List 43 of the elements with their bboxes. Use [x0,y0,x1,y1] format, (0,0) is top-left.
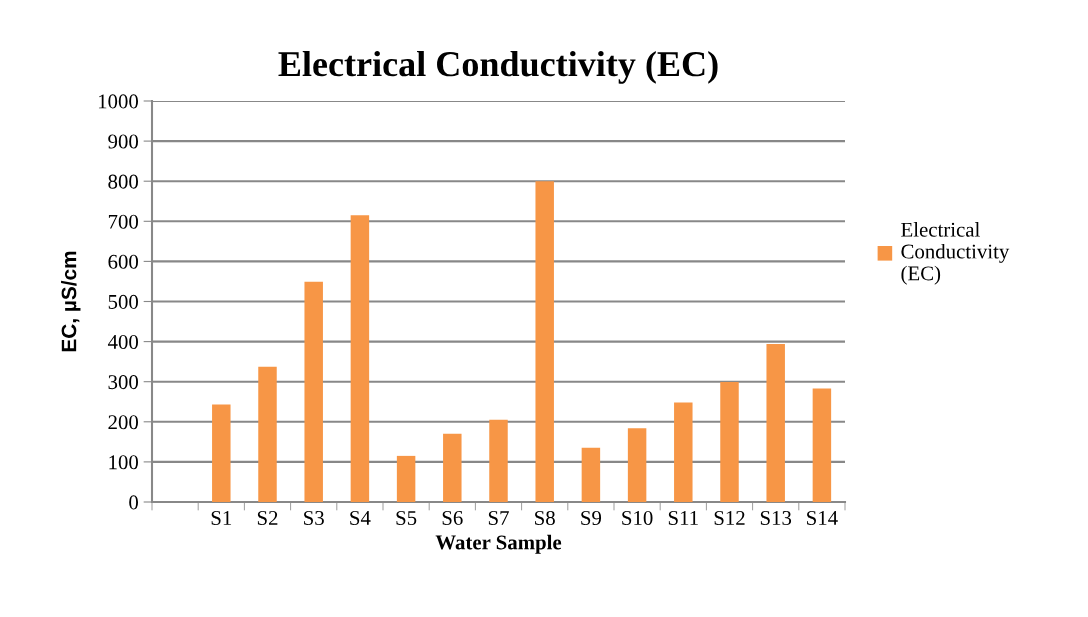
x-tick-label: S1 [211,510,232,525]
x-tick-label: S7 [488,510,509,525]
bar [396,455,416,502]
y-tick-label: 600 [108,254,139,269]
bar [350,215,370,502]
y-tick-label: 800 [108,174,139,189]
bar [766,344,785,502]
y-tick-label: 400 [107,334,139,350]
y-tick-label: 500 [108,294,139,309]
x-tick-label: S12 [714,510,745,525]
bar [581,447,601,502]
bar [627,428,647,502]
bar [812,388,832,502]
x-tick-label: S13 [760,510,792,525]
y-tick-label: 100 [109,455,139,470]
x-tick-label: S2 [257,510,278,525]
y-tick-label: 900 [108,134,139,149]
bar [443,433,462,502]
x-tick-label: S6 [442,510,463,525]
bar [489,419,508,502]
bar [720,382,739,502]
y-tick-label: 0 [129,495,139,510]
chart-title: Electrical Conductivity (EC) [278,50,718,84]
legend-label: Electrical Conductivity (EC) [901,222,1010,285]
y-tick-label: 700 [108,214,139,229]
bar [674,402,693,502]
x-tick-label: S9 [581,510,602,525]
bar [535,181,554,502]
x-tick-label: S4 [350,510,371,525]
y-tick-label: 300 [108,375,139,390]
x-tick-label: S8 [535,510,555,525]
x-axis-title: Water Sample [435,534,562,554]
y-tick-label: 1000 [98,94,139,109]
x-tick-label: S5 [396,510,417,525]
y-axis-title: EC, µS/cm [61,251,81,352]
bar [304,281,323,502]
y-tick-label: 200 [108,415,139,430]
bar [212,404,231,502]
x-tick-label: S11 [668,510,698,525]
x-tick-label: S14 [807,510,838,525]
x-tick-label: S3 [304,510,324,525]
x-tick-label: S10 [622,510,653,525]
bar [258,366,277,502]
